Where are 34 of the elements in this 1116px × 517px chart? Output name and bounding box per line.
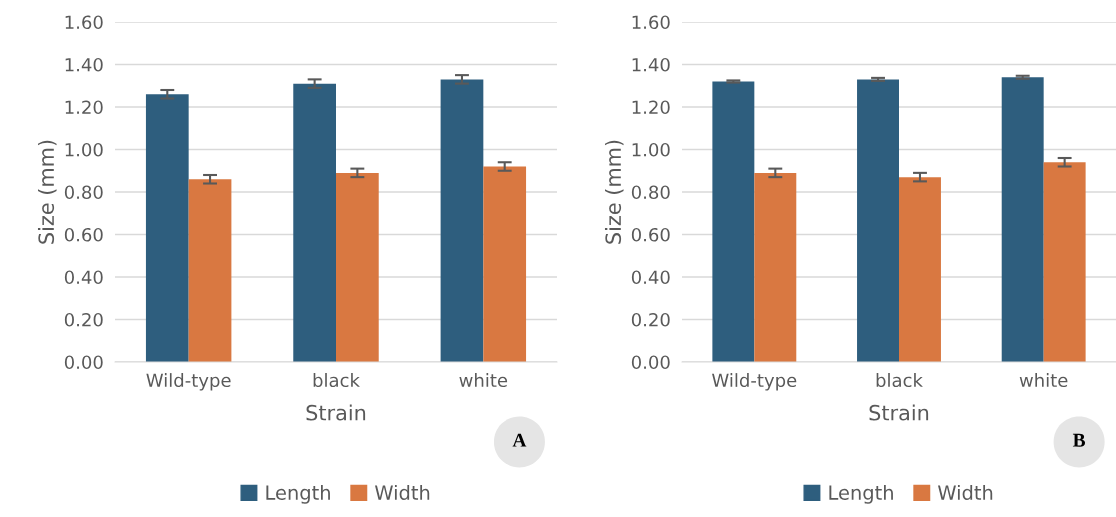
y-tick-label: 1.20 <box>632 100 670 115</box>
legend-label: Width <box>375 484 430 500</box>
y-axis-title: Size (mm) <box>604 140 624 244</box>
x-tick-label: Wild-type <box>146 373 231 391</box>
y-tick-label: 0.40 <box>631 270 670 285</box>
y-tick-label: 0.00 <box>64 355 103 370</box>
y-tick-label: 1.00 <box>65 142 103 157</box>
y-tick-label: 1.60 <box>65 15 103 30</box>
x-tick-label: white <box>459 373 508 388</box>
text: B <box>1072 433 1086 447</box>
x-tick-label: Wild-type <box>712 373 797 391</box>
y-tick-label: 1.60 <box>632 15 670 30</box>
y-tick-label: 1.20 <box>65 100 103 115</box>
y-tick-label: 1.40 <box>65 57 103 72</box>
x-tick-label: black <box>876 373 923 388</box>
y-tick-label: 0.20 <box>631 312 670 327</box>
legend-label: Length <box>829 484 893 504</box>
y-tick-label: 0.40 <box>64 270 103 285</box>
legend-label: Width <box>938 484 993 500</box>
x-axis-title: Strain <box>869 404 929 421</box>
y-tick-label: 1.40 <box>632 57 670 72</box>
y-axis-title: Size (mm) <box>37 140 57 244</box>
y-tick-label: 1.00 <box>632 142 670 157</box>
text: A <box>512 433 527 447</box>
y-tick-label: 0.20 <box>64 312 103 327</box>
y-tick-label: 0.80 <box>631 185 670 200</box>
legend-label: Length <box>266 484 330 504</box>
x-tick-label: black <box>313 373 360 388</box>
x-axis-title: Strain <box>306 404 366 421</box>
y-tick-label: 0.80 <box>64 185 103 200</box>
y-tick-label: 0.60 <box>64 227 103 242</box>
y-tick-label: 0.00 <box>631 355 670 370</box>
y-tick-label: 0.60 <box>631 227 670 242</box>
x-tick-label: white <box>1019 373 1068 388</box>
